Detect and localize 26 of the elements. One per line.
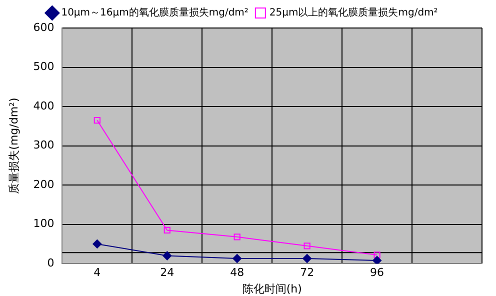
y-tick-label: 500 [33, 60, 54, 74]
x-tick-label: 4 [94, 266, 101, 280]
legend-label: 25μm以上的氧化膜质量损失mg/dm² [269, 6, 438, 19]
y-tick-label: 0 [47, 256, 54, 270]
point [234, 234, 240, 240]
point [232, 254, 242, 263]
x-tick-label: 48 [230, 266, 244, 280]
point [302, 254, 312, 263]
legend-label: 10μm～16μm的氧化膜质量损失mg/dm² [61, 6, 248, 19]
y-axis-title: 质量损失(mg/dm²) [7, 98, 20, 194]
point [304, 242, 310, 250]
point [92, 239, 102, 248]
point [94, 116, 101, 124]
y-tick-label: 600 [33, 20, 54, 34]
point [374, 252, 380, 258]
y-tick-label: 200 [33, 178, 54, 191]
x-tick-label: 96 [370, 266, 384, 280]
point [164, 226, 170, 234]
point [372, 256, 382, 264]
x-axis-title: 陈化时间(h) [242, 282, 302, 296]
y-tick-label: 300 [33, 138, 54, 152]
y-tick-label: 100 [33, 217, 54, 230]
point [162, 251, 172, 260]
x-tick-label: 24 [160, 266, 174, 280]
y-tick-label: 400 [33, 99, 54, 112]
x-tick-label: 72 [300, 266, 314, 280]
